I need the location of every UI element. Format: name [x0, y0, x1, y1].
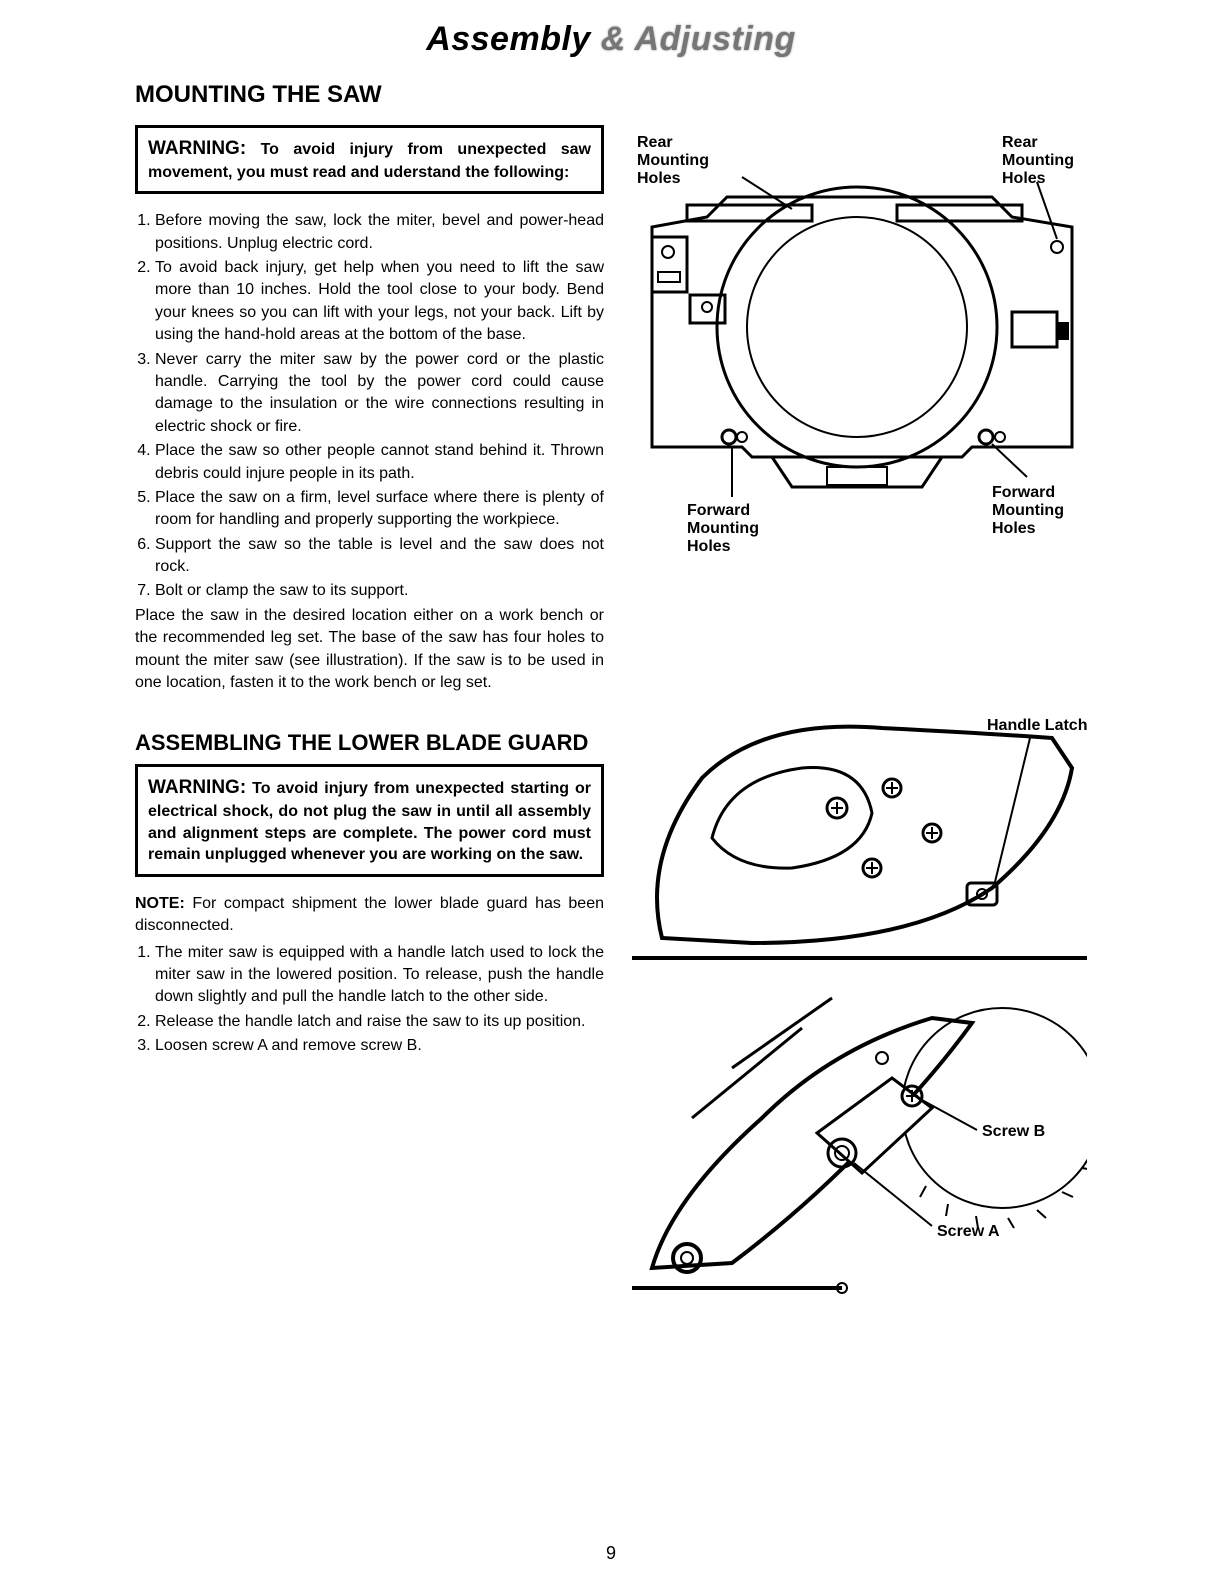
section2-left: ASSEMBLING THE LOWER BLADE GUARD WARNING… [135, 708, 604, 1303]
section2-note: NOTE: For compact shipment the lower bla… [135, 893, 604, 938]
diagram-label-rear-left: RearMountingHoles [637, 134, 709, 187]
section1-row: WARNING: To avoid injury from unexpected… [135, 117, 1087, 694]
warning-lead-2: WARNING: [148, 777, 246, 798]
section1-warning-box: WARNING: To avoid injury from unexpected… [135, 125, 604, 194]
list-item: Place the saw so other people cannot sta… [155, 440, 604, 485]
handle-latch-diagram: Handle Latch [632, 708, 1087, 963]
note-text: For compact shipment the lower blade gua… [135, 895, 604, 934]
list-item: To avoid back injury, get help when you … [155, 257, 604, 347]
section1-after: Place the saw in the desired location ei… [135, 605, 604, 695]
list-item: Never carry the miter saw by the power c… [155, 349, 604, 439]
list-item: The miter saw is equipped with a handle … [155, 942, 604, 1009]
mounting-diagram: RearMountingHoles RearMountingHoles Forw… [632, 117, 1087, 587]
page-header: Assembly & Adjusting [135, 20, 1087, 59]
list-item: Loosen screw A and remove screw B. [155, 1035, 604, 1057]
section2-title: ASSEMBLING THE LOWER BLADE GUARD [135, 730, 604, 756]
section1-right: RearMountingHoles RearMountingHoles Forw… [632, 117, 1087, 694]
section2-warning-box: WARNING: To avoid injury from unexpected… [135, 764, 604, 876]
section1-title: MOUNTING THE SAW [135, 81, 1087, 109]
list-item: Place the saw on a firm, level surface w… [155, 487, 604, 532]
screw-b-label: Screw B [982, 1123, 1045, 1140]
page-number: 9 [606, 1543, 616, 1564]
screw-a-label: Screw A [937, 1223, 1000, 1240]
section2-steps: The miter saw is equipped with a handle … [135, 942, 604, 1058]
warning-lead: WARNING: [148, 138, 246, 159]
header-title-left: Assembly [426, 20, 591, 58]
diagram-label-fwd-left: ForwardMountingHoles [687, 502, 759, 555]
list-item: Release the handle latch and raise the s… [155, 1011, 604, 1033]
header-amp: & [601, 20, 626, 58]
diagram-label-rear-right: RearMountingHoles [1002, 134, 1074, 187]
blade-icon [902, 1008, 1087, 1228]
list-item: Bolt or clamp the saw to its support. [155, 580, 604, 602]
note-lead: NOTE: [135, 895, 185, 912]
list-item: Before moving the saw, lock the miter, b… [155, 210, 604, 255]
section2-row: ASSEMBLING THE LOWER BLADE GUARD WARNING… [135, 708, 1087, 1303]
section1-left: WARNING: To avoid injury from unexpected… [135, 117, 604, 694]
page-container: Assembly & Adjusting MOUNTING THE SAW WA… [0, 0, 1222, 1582]
list-item: Support the saw so the table is level an… [155, 534, 604, 579]
handle-latch-label: Handle Latch [987, 717, 1087, 734]
header-title-right: Adjusting [635, 20, 796, 58]
screw-diagram: Screw B Screw A [632, 968, 1087, 1298]
diagram-label-fwd-right: ForwardMountingHoles [992, 484, 1064, 537]
section2-right: Handle Latch [632, 708, 1087, 1303]
section1-steps: Before moving the saw, lock the miter, b… [135, 210, 604, 603]
